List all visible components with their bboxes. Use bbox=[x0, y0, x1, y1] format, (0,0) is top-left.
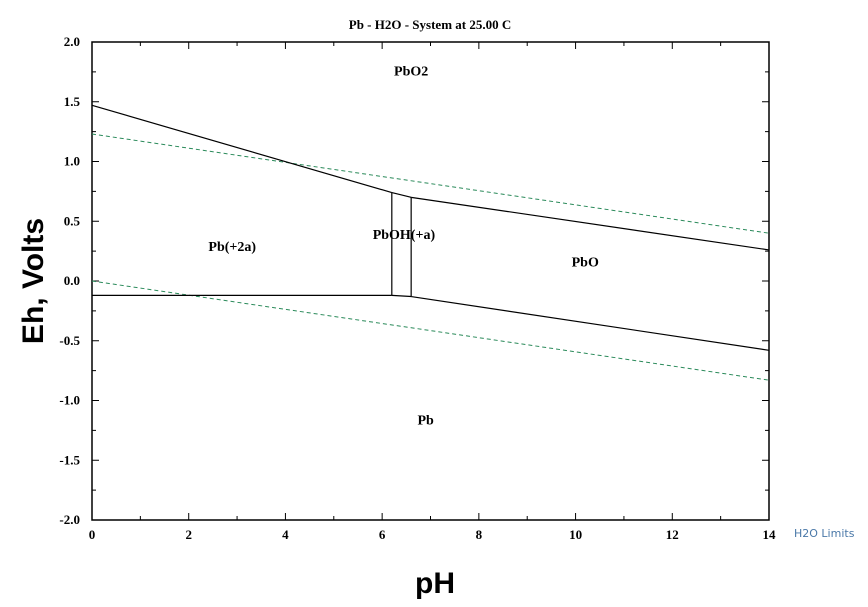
tick-labels: 0 2 4 6 8 10 12 14 2.0 1.5 1.0 0.5 0.0 -0.5 -1.0 -1.5 -2… bbox=[59, 34, 776, 542]
water-limits-legend: H2O Limits bbox=[794, 527, 855, 540]
region-label: Pb(+2a) bbox=[208, 240, 256, 255]
chart-title: Pb - H2O - System at 25.00 C bbox=[349, 17, 512, 32]
y-tick-label: 2.0 bbox=[64, 34, 80, 49]
x-tick-label: 14 bbox=[763, 527, 777, 542]
water-limit-lines bbox=[91, 133, 770, 381]
x-tick-label: 12 bbox=[666, 527, 679, 542]
water-limit-lower bbox=[91, 280, 770, 381]
boundary-line bbox=[391, 191, 412, 198]
region-label: PbOH(+a) bbox=[373, 228, 436, 243]
region-label: Pb bbox=[417, 413, 434, 428]
x-axis-label: pH bbox=[415, 567, 455, 600]
x-tick-label: 8 bbox=[476, 527, 483, 542]
y-tick-label: 1.5 bbox=[64, 94, 81, 109]
boundary-line bbox=[91, 104, 392, 194]
region-label: PbO2 bbox=[394, 64, 428, 79]
y-tick-label: 0.5 bbox=[64, 213, 81, 228]
x-tick-label: 10 bbox=[569, 527, 582, 542]
y-tick-label: -1.0 bbox=[59, 393, 80, 408]
region-labels: PbO2 Pb(+2a) PbOH(+a) PbO Pb bbox=[208, 64, 599, 428]
y-tick-label: 1.0 bbox=[64, 154, 80, 169]
y-tick-label: -0.5 bbox=[59, 333, 80, 348]
boundary-line bbox=[391, 294, 412, 298]
x-tick-label: 4 bbox=[282, 527, 289, 542]
y-tick-label: 0.0 bbox=[64, 273, 80, 288]
boundary-line bbox=[411, 295, 770, 351]
x-tick-label: 2 bbox=[185, 527, 192, 542]
y-tick-label: -1.5 bbox=[59, 452, 80, 467]
water-limit-upper bbox=[91, 133, 770, 234]
y-tick-label: -2.0 bbox=[59, 512, 80, 527]
y-axis-label: Eh, Volts bbox=[17, 218, 50, 344]
x-tick-label: 6 bbox=[379, 527, 386, 542]
stability-boundaries bbox=[91, 104, 770, 351]
plot-frame bbox=[91, 41, 770, 521]
boundary-line bbox=[411, 196, 770, 251]
region-label: PbO bbox=[572, 256, 599, 271]
axis-ticks bbox=[91, 41, 770, 521]
x-tick-label: 0 bbox=[89, 527, 96, 542]
